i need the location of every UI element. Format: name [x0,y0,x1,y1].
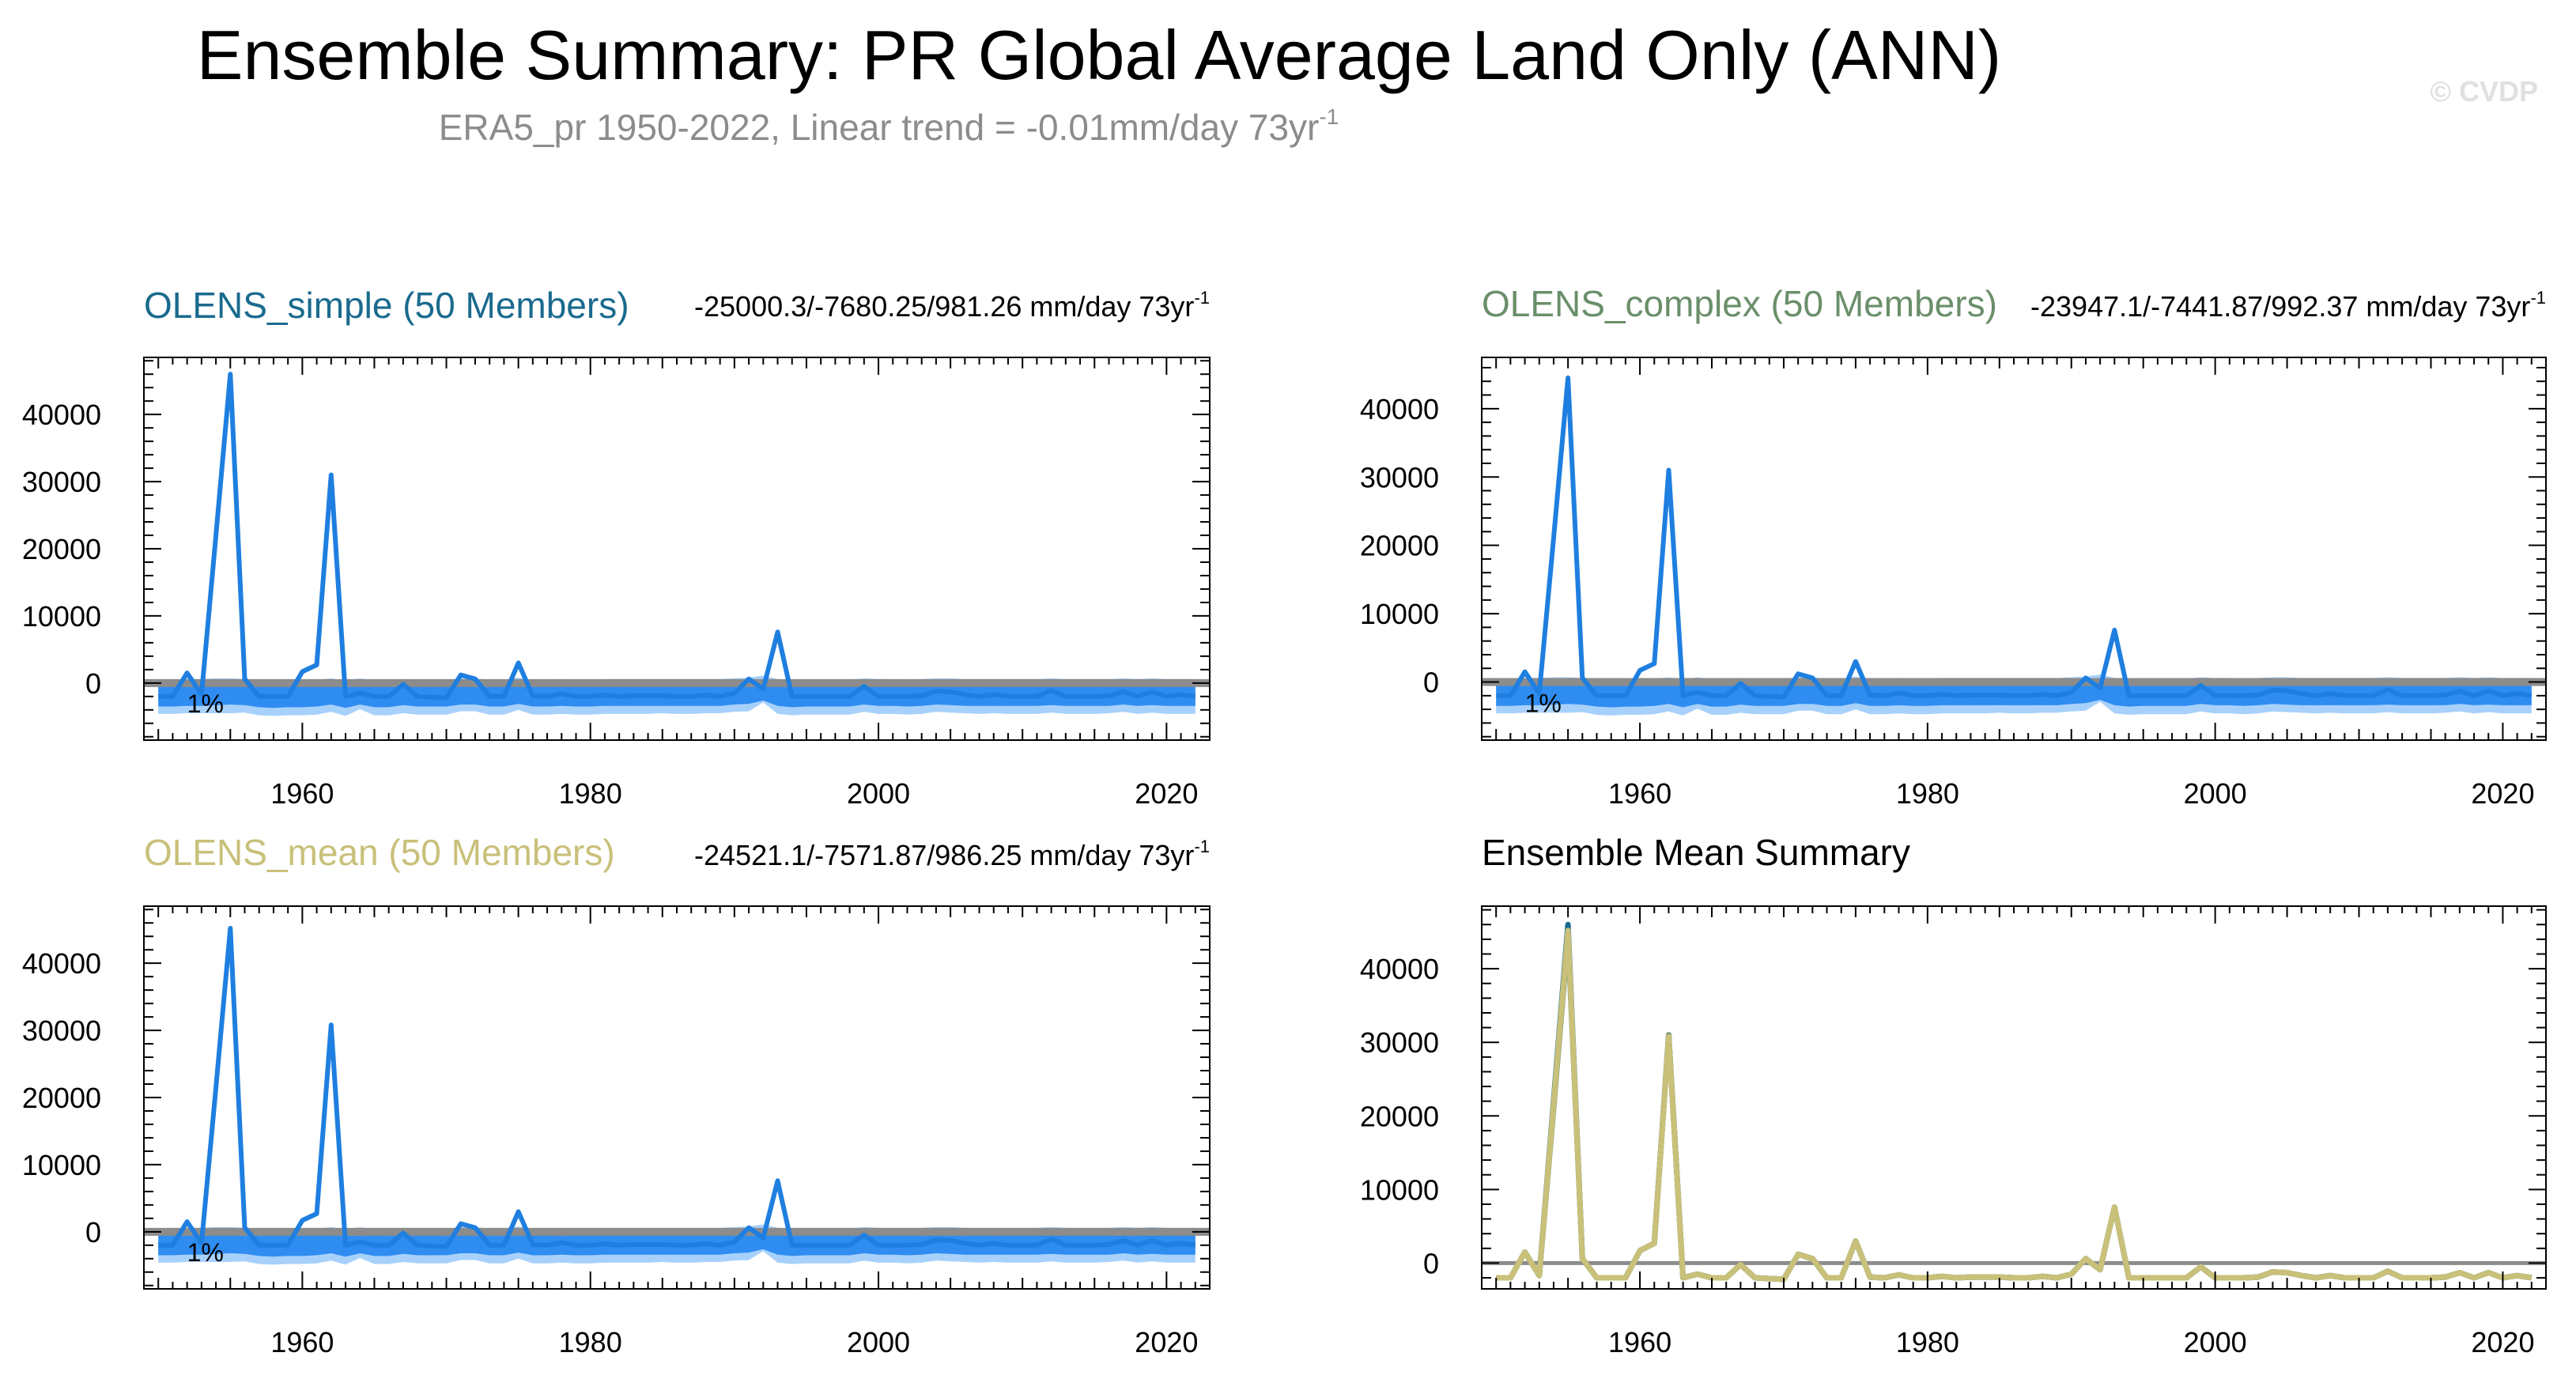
plot-area-simple [144,372,1210,716]
summary-line-olens-mean [1496,928,2533,1283]
x-tick-label: 2020 [2471,777,2534,810]
trend-label-sup: -1 [1194,837,1210,856]
y-tick-label: 40000 [22,947,101,980]
plot-frame [1481,905,2547,1290]
x-tick-label: 2000 [847,1326,910,1358]
trend-label-sup: -1 [1194,288,1210,308]
observed-era5-line [1496,375,2533,700]
panels: OLENS_simple (50 Members) -25000.3/-7680.… [22,283,2547,1358]
x-tick-label: 1960 [270,1326,334,1358]
x-tick-label: 1980 [1896,1326,1959,1358]
panel-summary: Ensemble Mean Summary 1960 1980 2000 2020 0 10… [1360,832,2547,1358]
observed-era5-line [158,926,1196,1249]
y-tick-label: 40000 [1360,393,1439,425]
y-tick-label: 30000 [1360,1026,1439,1059]
y-tick-label: 10000 [1360,1173,1439,1206]
observed-era5-line [158,372,1196,701]
panel-title-complex: OLENS_complex (50 Members) [1482,283,1997,324]
y-tick-label: 40000 [1360,953,1439,985]
y-tick-label: 30000 [22,1014,101,1047]
cvdp-watermark: © CVDP [2430,75,2538,108]
x-tick-label: 1960 [1608,1326,1671,1358]
x-tick-label: 2000 [847,777,910,810]
figure-subtitle-sup: -1 [1319,104,1339,129]
y-tick-label: 0 [1423,1247,1439,1279]
panel-title-mean: OLENS_mean (50 Members) [144,832,615,873]
panel-complex: OLENS_complex (50 Members) -23947.1/-7441… [1360,283,2547,810]
plot-area-summary [1482,921,2546,1283]
trend-label-text: -25000.3/-7680.25/981.26 mm/day 73yr [694,290,1194,323]
plot-area-complex [1482,375,2546,716]
y-tick-label: 40000 [22,399,101,431]
trend-label-mean: -24521.1/-7571.87/986.25 mm/day 73yr-1 [694,837,1210,871]
percent-rank-label: 1% [187,1238,224,1267]
x-tick-label: 1980 [559,1326,622,1358]
x-tick-label: 2000 [2184,777,2247,810]
summary-line-olens-complex [1496,932,2533,1283]
trend-label-text: -23947.1/-7441.87/992.37 mm/day 73yr [2030,290,2530,323]
y-tick-label: 20000 [1360,1100,1439,1132]
plot-area-mean [144,926,1210,1265]
percent-rank-label: 1% [1525,690,1562,718]
percent-rank-label: 1% [187,690,224,718]
y-tick-label: 30000 [22,466,101,498]
y-tick-label: 10000 [22,1149,101,1181]
y-tick-label: 10000 [1360,598,1439,630]
x-tick-label: 2000 [2184,1326,2247,1358]
x-tick-label: 2020 [1135,1326,1198,1358]
figure-subtitle-text: ERA5_pr 1950-2022, Linear trend = -0.01m… [439,107,1320,148]
trend-label-text: -24521.1/-7571.87/986.25 mm/day 73yr [694,839,1194,871]
y-tick-label: 0 [85,667,101,700]
trend-label-sup: -1 [2530,288,2546,308]
x-tick-label: 1960 [1608,777,1671,810]
x-tick-label: 1980 [1896,777,1959,810]
y-tick-label: 20000 [22,533,101,565]
y-tick-label: 20000 [1360,530,1439,562]
panel-title-summary: Ensemble Mean Summary [1482,832,1910,873]
figure-subtitle: ERA5_pr 1950-2022, Linear trend = -0.01m… [439,104,1339,148]
y-tick-label: 0 [1423,667,1439,699]
x-tick-label: 2020 [2471,1326,2534,1358]
figure-title: Ensemble Summary: PR Global Average Land… [197,16,2001,94]
x-tick-label: 1980 [559,777,622,810]
summary-line-olens-simple [1496,921,2533,1283]
y-tick-label: 10000 [22,600,101,633]
y-tick-label: 20000 [22,1082,101,1114]
trend-label-complex: -23947.1/-7441.87/992.37 mm/day 73yr-1 [2030,288,2546,323]
x-tick-label: 2020 [1135,777,1198,810]
panel-mean: OLENS_mean (50 Members) -24521.1/-7571.87… [22,832,1211,1358]
panel-simple: OLENS_simple (50 Members) -25000.3/-7680.… [22,285,1211,810]
panel-title-simple: OLENS_simple (50 Members) [144,285,629,326]
trend-label-simple: -25000.3/-7680.25/981.26 mm/day 73yr-1 [694,288,1210,323]
x-tick-label: 1960 [270,777,334,810]
y-tick-label: 0 [85,1216,101,1249]
y-tick-label: 30000 [1360,461,1439,493]
